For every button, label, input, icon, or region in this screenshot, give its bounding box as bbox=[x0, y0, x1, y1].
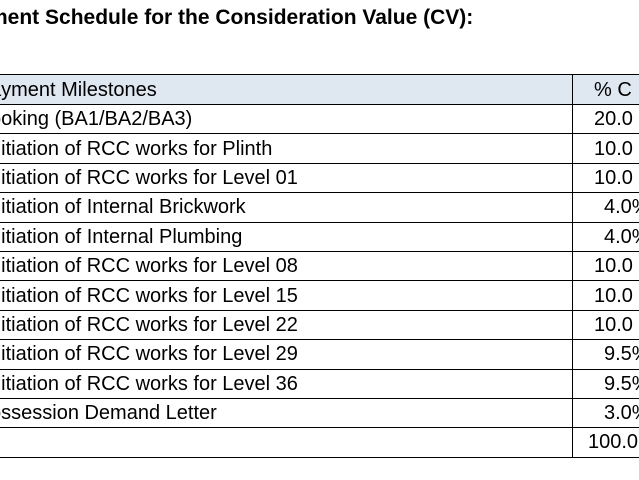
milestone-cell: nitiation of RCC works for Level 01 bbox=[0, 162, 573, 194]
milestone-text: ossession Demand Letter bbox=[0, 402, 217, 425]
total-percent-text: 100.0 bbox=[588, 431, 639, 454]
percent-text: 20.0 bbox=[594, 108, 633, 131]
percent-text: 10.0 bbox=[594, 313, 633, 336]
milestone-cell: nitiation of RCC works for Level 36 bbox=[0, 368, 573, 399]
milestone-text: nitiation of RCC works for Level 01 bbox=[0, 166, 298, 189]
percent-cell: 10.0 bbox=[572, 162, 639, 194]
milestone-cell: ossession Demand Letter bbox=[0, 397, 573, 429]
milestone-cell: nitiation of RCC works for Level 29 bbox=[0, 339, 573, 370]
total-label-cell bbox=[0, 427, 573, 458]
table-row: nitiation of RCC works for Level 15 10.0 bbox=[0, 280, 639, 311]
milestone-cell: ooking (BA1/BA2/BA3) bbox=[0, 103, 573, 135]
percent-cell: 10.0 bbox=[572, 250, 639, 282]
percent-cell: 3.0% bbox=[572, 397, 639, 429]
table-row: nitiation of RCC works for Level 22 10.0 bbox=[0, 309, 639, 341]
percent-cell: 20.0 bbox=[572, 103, 639, 135]
percent-text: 3.0% bbox=[604, 402, 639, 425]
percent-cell: 4.0% bbox=[572, 221, 639, 252]
table-row: nitiation of RCC works for Plinth 10.0 bbox=[0, 133, 639, 164]
table-row: nitiation of RCC works for Level 01 10.0 bbox=[0, 162, 639, 194]
table-row: ooking (BA1/BA2/BA3) 20.0 bbox=[0, 103, 639, 135]
schedule-heading: ment Schedule for the Consideration Valu… bbox=[0, 5, 473, 31]
percent-text: 10.0 bbox=[594, 255, 633, 278]
milestone-cell: nitiation of RCC works for Level 08 bbox=[0, 250, 573, 282]
milestone-text: nitiation of RCC works for Level 36 bbox=[0, 372, 298, 395]
percent-cell: 10.0 bbox=[572, 309, 639, 341]
header-percent-cell: % C bbox=[572, 74, 639, 105]
percent-cell: 10.0 bbox=[572, 133, 639, 164]
table-row: ossession Demand Letter 3.0% bbox=[0, 397, 639, 429]
table-row: nitiation of Internal Brickwork 4.0% bbox=[0, 192, 639, 223]
percent-text: 10.0 bbox=[594, 284, 633, 307]
percent-text: 10.0 bbox=[594, 137, 633, 160]
percent-text: 4.0% bbox=[604, 196, 639, 219]
percent-cell: 4.0% bbox=[572, 192, 639, 223]
table-row: nitiation of RCC works for Level 36 9.5% bbox=[0, 368, 639, 399]
header-percent-label: % C bbox=[594, 78, 632, 101]
percent-cell: 9.5% bbox=[572, 339, 639, 370]
payment-schedule-table: ayment Milestones % C ooking (BA1/BA2/BA… bbox=[0, 74, 639, 458]
schedule-heading-text: ment Schedule for the Consideration Valu… bbox=[0, 6, 474, 29]
percent-cell: 10.0 bbox=[572, 280, 639, 311]
table-total-row: 100.0 bbox=[0, 427, 639, 458]
percent-text: 9.5% bbox=[604, 343, 639, 366]
table-row: nitiation of Internal Plumbing 4.0% bbox=[0, 221, 639, 252]
milestone-cell: nitiation of RCC works for Level 15 bbox=[0, 280, 573, 311]
milestone-text: ooking (BA1/BA2/BA3) bbox=[0, 108, 193, 131]
table-row: nitiation of RCC works for Level 29 9.5% bbox=[0, 339, 639, 370]
milestone-text: nitiation of RCC works for Level 15 bbox=[0, 284, 298, 307]
milestone-text: nitiation of RCC works for Level 08 bbox=[0, 255, 298, 278]
percent-text: 4.0% bbox=[604, 225, 639, 248]
milestone-text: nitiation of RCC works for Plinth bbox=[0, 137, 273, 160]
table-row: nitiation of RCC works for Level 08 10.0 bbox=[0, 250, 639, 282]
percent-text: 9.5% bbox=[604, 372, 639, 395]
milestone-cell: nitiation of Internal Brickwork bbox=[0, 192, 573, 223]
milestone-text: nitiation of RCC works for Level 22 bbox=[0, 313, 298, 336]
milestone-cell: nitiation of RCC works for Plinth bbox=[0, 133, 573, 164]
header-milestones-cell: ayment Milestones bbox=[0, 74, 573, 105]
percent-text: 10.0 bbox=[594, 166, 633, 189]
milestone-cell: nitiation of Internal Plumbing bbox=[0, 221, 573, 252]
total-percent-cell: 100.0 bbox=[572, 427, 639, 458]
milestone-cell: nitiation of RCC works for Level 22 bbox=[0, 309, 573, 341]
milestone-text: nitiation of Internal Brickwork bbox=[0, 196, 246, 219]
table-header-row: ayment Milestones % C bbox=[0, 74, 639, 105]
header-milestones-label: ayment Milestones bbox=[0, 78, 157, 101]
milestone-text: nitiation of RCC works for Level 29 bbox=[0, 343, 298, 366]
milestone-text: nitiation of Internal Plumbing bbox=[0, 225, 243, 248]
percent-cell: 9.5% bbox=[572, 368, 639, 399]
